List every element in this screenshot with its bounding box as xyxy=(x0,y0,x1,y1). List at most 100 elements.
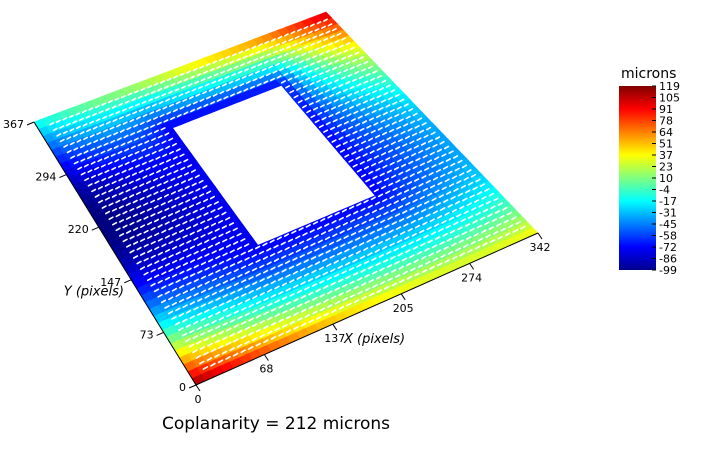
ball-mark xyxy=(119,129,125,133)
ball-mark xyxy=(262,269,269,274)
ball-mark xyxy=(193,250,199,255)
ball-mark xyxy=(104,156,109,160)
ball-mark xyxy=(185,324,191,328)
ball-mark xyxy=(397,252,404,257)
ball-mark xyxy=(161,257,167,262)
x-tick-label: 137 xyxy=(324,332,345,345)
ball-mark xyxy=(325,30,331,34)
ball-mark xyxy=(119,219,125,223)
ball-mark xyxy=(139,196,145,201)
ball-mark xyxy=(171,95,177,100)
ball-mark xyxy=(252,78,258,82)
ball-mark xyxy=(179,72,185,77)
ball-mark xyxy=(464,223,471,227)
ball-mark xyxy=(445,158,452,162)
ball-mark xyxy=(429,151,435,156)
ball-mark xyxy=(326,290,333,295)
ball-mark xyxy=(386,169,392,174)
ball-mark xyxy=(487,213,493,218)
warpage-surface xyxy=(33,11,539,386)
ball-mark xyxy=(94,180,100,184)
ball-mark xyxy=(309,229,315,233)
ball-mark xyxy=(150,282,156,287)
ball-mark xyxy=(104,169,110,174)
ball-mark xyxy=(73,147,79,151)
ball-mark xyxy=(266,275,273,279)
ball-mark xyxy=(136,218,142,223)
ball-mark xyxy=(97,158,103,163)
ball-mark xyxy=(211,263,217,268)
ball-mark xyxy=(178,215,184,220)
ball-mark xyxy=(255,245,261,250)
ball-mark xyxy=(132,255,139,259)
ball-mark xyxy=(196,215,202,219)
ball-mark xyxy=(374,249,380,253)
ball-mark xyxy=(286,45,292,49)
ball-mark xyxy=(416,137,422,141)
ball-mark xyxy=(59,125,65,129)
ball-mark xyxy=(222,252,228,257)
ball-mark xyxy=(108,113,114,117)
ball-mark xyxy=(340,76,346,80)
ball-mark xyxy=(318,124,324,128)
ball-mark xyxy=(461,231,468,236)
ball-mark xyxy=(237,70,243,74)
ball-mark xyxy=(361,220,367,225)
ball-mark xyxy=(293,298,299,303)
ball-mark xyxy=(342,141,348,145)
ball-mark xyxy=(188,343,195,348)
ball-mark xyxy=(347,73,353,77)
ball-mark xyxy=(340,243,346,248)
ball-mark xyxy=(345,213,352,218)
ball-mark xyxy=(344,100,350,105)
ball-mark xyxy=(377,193,384,198)
ball-mark xyxy=(407,228,413,232)
ball-mark xyxy=(157,210,163,214)
ball-mark xyxy=(342,108,348,112)
ball-mark xyxy=(448,150,454,154)
ball-mark xyxy=(222,238,228,243)
ball-mark xyxy=(343,49,349,53)
ball-mark xyxy=(373,122,379,126)
ball-mark xyxy=(355,103,361,107)
ball-mark xyxy=(402,210,408,214)
ball-mark xyxy=(380,185,387,190)
ball-mark xyxy=(94,104,100,109)
ball-mark xyxy=(136,246,142,251)
ball-mark xyxy=(189,218,195,222)
ball-mark xyxy=(307,89,313,93)
ball-mark xyxy=(110,153,116,157)
ball-mark xyxy=(100,150,106,154)
ball-mark xyxy=(489,239,496,243)
ball-mark xyxy=(328,114,334,118)
ball-mark xyxy=(395,146,401,150)
ball-mark xyxy=(153,288,160,293)
ball-mark xyxy=(102,129,108,133)
ball-mark xyxy=(131,172,137,176)
ball-mark xyxy=(312,221,319,225)
ball-mark xyxy=(270,280,276,285)
ball-mark xyxy=(362,233,368,238)
ball-mark xyxy=(327,214,333,219)
ball-mark xyxy=(369,77,376,82)
ball-mark xyxy=(105,121,111,125)
ball-mark xyxy=(189,245,196,250)
ball-mark xyxy=(75,112,81,116)
ball-mark xyxy=(224,75,230,79)
ball-mark xyxy=(179,153,185,157)
ball-mark xyxy=(226,313,232,318)
ball-mark xyxy=(329,93,335,98)
colorbar-tick-label: 78 xyxy=(659,115,673,128)
ball-mark xyxy=(171,218,177,222)
ball-mark xyxy=(266,247,272,252)
ball-mark xyxy=(157,87,163,92)
ball-mark xyxy=(431,244,438,249)
ball-mark xyxy=(161,93,167,97)
ball-mark xyxy=(311,296,318,301)
ball-mark xyxy=(259,319,266,324)
ball-mark xyxy=(128,167,134,171)
ball-mark xyxy=(377,240,384,245)
ball-mark xyxy=(306,237,312,242)
ball-mark xyxy=(191,182,197,187)
